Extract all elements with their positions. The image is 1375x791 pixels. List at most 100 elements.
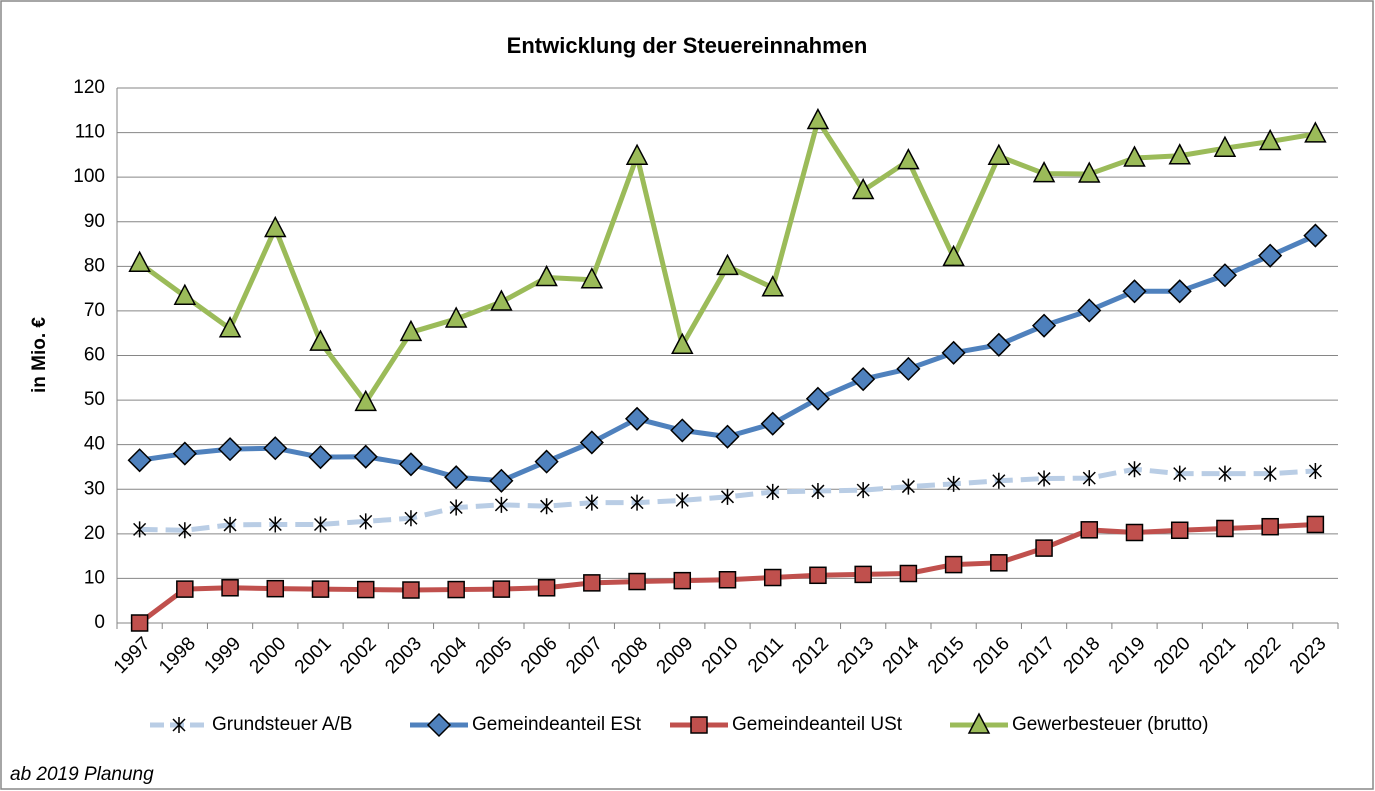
legend-label: Gemeindeanteil USt [732, 714, 903, 735]
y-tick-label: 120 [73, 77, 105, 98]
marker [173, 283, 197, 305]
y-tick-label: 40 [84, 434, 105, 455]
y-tick-label: 80 [84, 255, 105, 276]
marker [1212, 263, 1238, 288]
marker [1258, 243, 1283, 268]
marker [585, 494, 599, 511]
marker [941, 340, 966, 365]
marker [630, 494, 644, 511]
note: ab 2019 Planung [10, 764, 154, 785]
marker [444, 306, 468, 328]
marker [942, 244, 965, 267]
legend-label: Grundsteuer A/B [212, 714, 352, 735]
marker [1037, 470, 1051, 487]
y-tick-label: 20 [84, 523, 105, 544]
marker [313, 516, 328, 533]
marker [990, 554, 1008, 572]
marker [490, 289, 513, 311]
y-axis-label: in Mio. € [29, 317, 50, 393]
legend-marker [967, 712, 991, 734]
marker [1261, 517, 1279, 536]
marker [1122, 279, 1147, 304]
marker [537, 579, 556, 597]
marker [127, 448, 152, 473]
y-tick-label: 110 [75, 122, 105, 143]
marker [494, 496, 508, 513]
marker [718, 571, 737, 589]
marker [670, 418, 695, 443]
marker [806, 107, 830, 130]
marker [1078, 161, 1101, 183]
marker [1263, 465, 1277, 482]
marker [217, 437, 243, 462]
marker [1218, 465, 1232, 482]
marker [1173, 465, 1187, 482]
marker [308, 445, 333, 470]
marker [398, 452, 424, 477]
marker [1308, 462, 1322, 479]
marker [992, 472, 1006, 489]
marker [1080, 521, 1099, 539]
marker [309, 329, 332, 351]
marker [268, 516, 282, 533]
marker [223, 516, 237, 533]
marker [1082, 470, 1096, 487]
marker [354, 389, 377, 412]
marker [673, 571, 692, 590]
marker [492, 580, 511, 598]
marker [947, 475, 961, 492]
marker [716, 253, 739, 276]
marker [221, 579, 239, 597]
marker [1170, 521, 1189, 540]
marker [896, 356, 921, 381]
marker [766, 483, 780, 500]
marker [172, 441, 197, 466]
marker [809, 566, 827, 585]
marker [986, 332, 1011, 357]
marker [811, 483, 825, 500]
y-tick-label: 0 [94, 612, 105, 633]
marker [130, 614, 149, 632]
marker [715, 424, 740, 449]
marker [901, 478, 915, 495]
marker [353, 444, 378, 469]
marker [176, 580, 194, 598]
marker [128, 250, 151, 272]
marker [402, 581, 420, 599]
marker [579, 430, 604, 455]
marker [399, 319, 423, 342]
legend-marker [172, 717, 186, 733]
marker [535, 264, 558, 287]
marker [489, 468, 514, 493]
marker [1127, 461, 1142, 478]
marker [897, 148, 920, 170]
marker [760, 411, 785, 436]
marker [580, 267, 604, 289]
marker [1125, 523, 1144, 542]
marker [761, 275, 784, 297]
marker [449, 499, 463, 516]
marker [583, 574, 601, 592]
marker [899, 564, 918, 583]
legend-label: Gewerbesteuer (brutto) [1012, 714, 1208, 735]
series-line [139, 466, 1316, 533]
marker [263, 436, 288, 461]
marker [1168, 143, 1191, 165]
marker [1306, 515, 1325, 534]
marker [1303, 223, 1328, 248]
marker [625, 143, 649, 165]
chart-title: Entwicklung der Steuereinnahmen [507, 33, 868, 58]
marker [1167, 279, 1192, 304]
marker [444, 465, 469, 490]
marker [1035, 539, 1053, 557]
marker [851, 177, 875, 200]
marker [1032, 160, 1056, 183]
marker [133, 521, 147, 538]
y-tick-label: 60 [84, 345, 105, 366]
y-tick-label: 90 [84, 211, 105, 232]
marker [534, 449, 559, 474]
marker [624, 406, 650, 431]
marker [1031, 313, 1057, 338]
marker [987, 143, 1011, 165]
